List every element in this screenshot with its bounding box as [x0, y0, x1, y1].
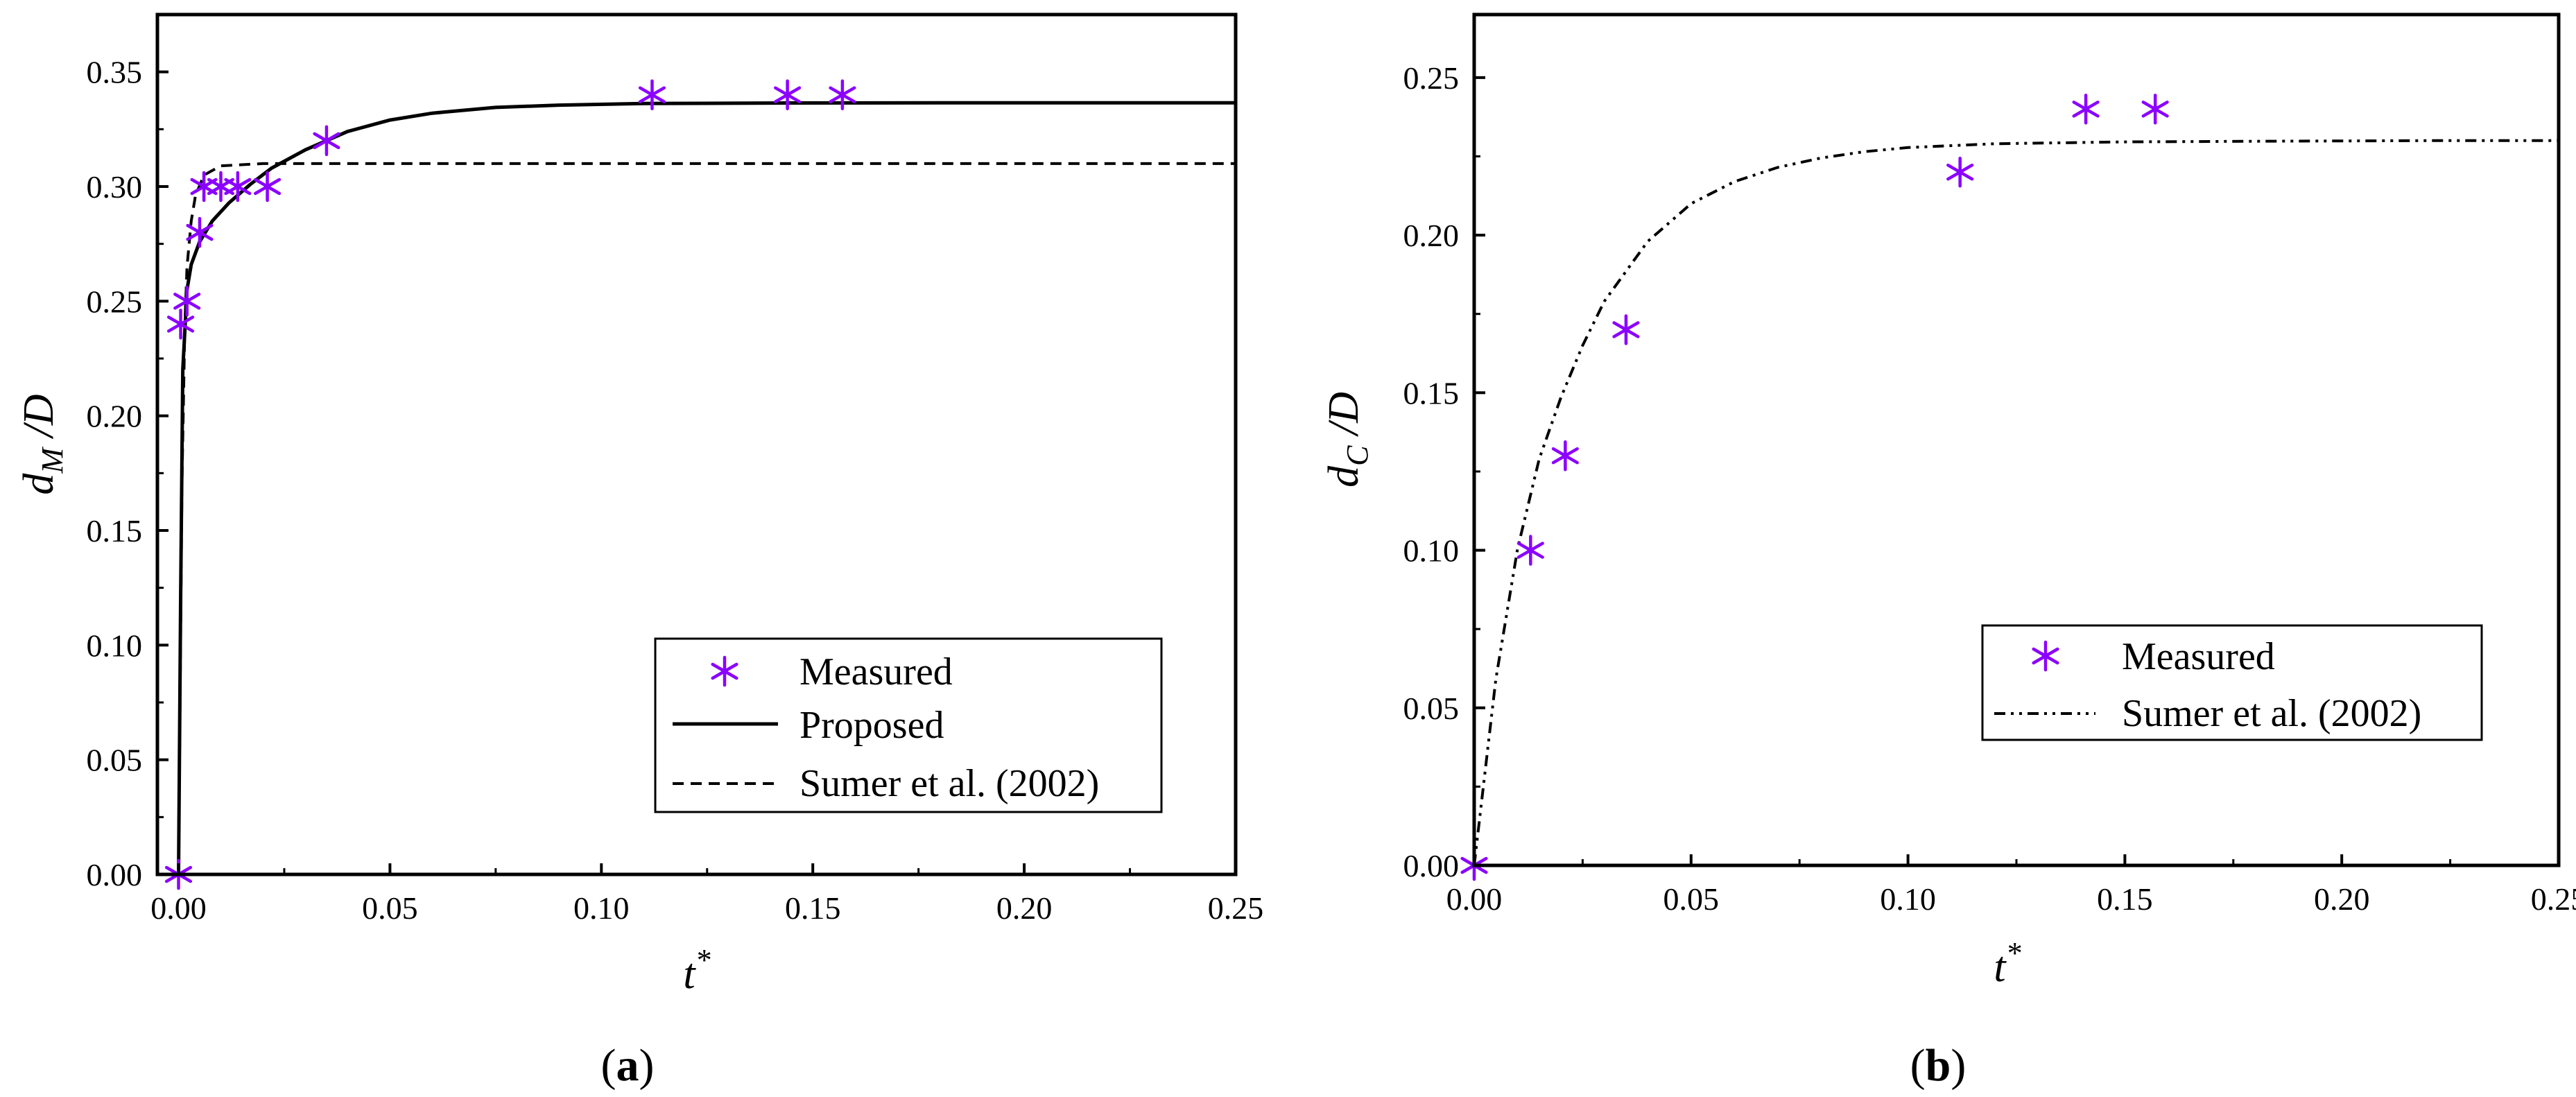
measured-point-b: [1612, 314, 1640, 345]
y-tick-label-a: 0.30: [87, 169, 143, 205]
y-axis-title-a-sub: M: [35, 447, 69, 474]
measured-point-b: [1946, 156, 1974, 188]
y-tick-label-a: 0.35: [87, 55, 143, 90]
series-line-dashed-a: [177, 162, 1236, 875]
x-tick-label-b: 0.25: [2531, 881, 2576, 917]
y-tick-label-a: 0.20: [87, 399, 143, 434]
legend-a-measured-marker: [711, 655, 738, 687]
x-axis-title-b-base: t: [1994, 944, 2007, 991]
x-tick-label-a: 0.25: [1208, 890, 1264, 926]
x-tick-label-b: 0.20: [2314, 881, 2370, 917]
measured-point-a: [313, 125, 340, 157]
legend-b-frame: [1981, 624, 2483, 741]
legend-b-measured-marker: [2032, 640, 2059, 672]
caption-a-close: ): [639, 1040, 655, 1091]
x-axis-title-a: t*: [683, 943, 710, 998]
x-tick-label-b: 0.00: [1446, 881, 1503, 917]
plot-frame-a: [155, 12, 1238, 876]
y-axis-title-a-base: d: [15, 473, 62, 495]
y-axis-title-b-sub: C: [1340, 445, 1374, 466]
x-tick-label-a: 0.15: [785, 890, 841, 926]
plot-area-a: [164, 79, 1236, 890]
caption-b-close: ): [1951, 1040, 1966, 1091]
y-tick-label-b: 0.00: [1403, 848, 1460, 883]
y-axis-title-b-rest: /D: [1320, 392, 1367, 446]
measured-point-a: [253, 171, 282, 202]
axis-ticks-a: 0.00 0.05 0.10 0.15 0.20 0.25 0.00 0.05 0.10 0.15…: [87, 55, 1264, 926]
x-tick-label-b: 0.10: [1880, 881, 1936, 917]
y-tick-label-b: 0.05: [1403, 691, 1460, 726]
measured-point-a: [774, 79, 802, 110]
caption-a-letter: a: [616, 1040, 639, 1091]
legend-a-sumer-label: Sumer et al. (2002): [799, 762, 1099, 805]
legend-asterisk-a: [711, 655, 738, 687]
legend-b: Measured Sumer et al. (2002): [1981, 624, 2483, 741]
measured-point-b: [2141, 94, 2169, 125]
measured-point-a: [829, 79, 856, 110]
x-axis-title-b-sup: *: [2006, 936, 2021, 970]
legend-asterisk-b: [2032, 640, 2059, 672]
y-tick-label-b: 0.10: [1403, 533, 1460, 569]
chart-panel-a: 0.00 0.05 0.10 0.15 0.20 0.25 0.00 0.05 0.10 0.15…: [15, 12, 1264, 1091]
caption-a-open: (: [601, 1040, 616, 1091]
legend-a-proposed-label: Proposed: [799, 704, 944, 747]
caption-a: (a): [601, 1040, 655, 1091]
measured-point-b: [1516, 535, 1544, 566]
x-tick-label-a: 0.20: [996, 890, 1053, 926]
series-line-solid-a: [177, 101, 1236, 875]
x-tick-label-a: 0.10: [573, 890, 630, 926]
legend-a-measured-label: Measured: [799, 650, 953, 693]
measured-point-a: [224, 171, 252, 202]
y-axis-title-b: dC /D: [1320, 392, 1374, 487]
y-tick-label-a: 0.05: [87, 743, 143, 778]
y-tick-label-b: 0.25: [1403, 60, 1460, 96]
y-axis-title-a: dM /D: [15, 394, 69, 494]
y-tick-label-b: 0.15: [1403, 375, 1460, 411]
x-tick-label-b: 0.05: [1663, 881, 1720, 917]
measured-point-b: [2072, 94, 2100, 125]
y-tick-label-a: 0.00: [87, 857, 143, 892]
y-axis-title-a-rest: /D: [15, 394, 62, 448]
axis-ticks-b: 0.00 0.05 0.10 0.15 0.20 0.25 0.00 0.05 0.10 0.15…: [1403, 60, 2576, 917]
x-tick-label-b: 0.15: [2097, 881, 2153, 917]
caption-b: (b): [1910, 1040, 1966, 1091]
y-tick-label-b: 0.20: [1403, 218, 1460, 253]
x-tick-label-a: 0.00: [150, 890, 207, 926]
x-axis-title-b: t*: [1994, 936, 2021, 991]
chart-panel-b: 0.00 0.05 0.10 0.15 0.20 0.25 0.00 0.05 0.10 0.15…: [1320, 12, 2576, 1091]
measured-point-b: [1551, 440, 1579, 472]
caption-b-open: (: [1910, 1040, 1926, 1091]
y-tick-label-a: 0.15: [87, 513, 143, 548]
y-tick-label-a: 0.25: [87, 284, 143, 319]
measured-point-a: [173, 286, 201, 317]
y-axis-title-b-base: d: [1320, 465, 1367, 487]
x-tick-label-a: 0.05: [362, 890, 418, 926]
legend-a: Measured Proposed Sumer et al. (2002): [654, 637, 1163, 813]
measured-point-a: [638, 79, 666, 110]
legend-b-measured-label: Measured: [2122, 635, 2275, 678]
x-axis-title-a-sup: *: [695, 943, 711, 977]
measured-point-a: [186, 216, 214, 248]
measured-point-a: [166, 309, 195, 340]
caption-b-letter: b: [1926, 1040, 1951, 1091]
y-tick-label-a: 0.10: [87, 628, 143, 663]
x-axis-title-a-base: t: [683, 951, 696, 998]
legend-b-sumer-label: Sumer et al. (2002): [2122, 692, 2421, 735]
series-line-dashdotdot-b: [1473, 139, 2559, 866]
